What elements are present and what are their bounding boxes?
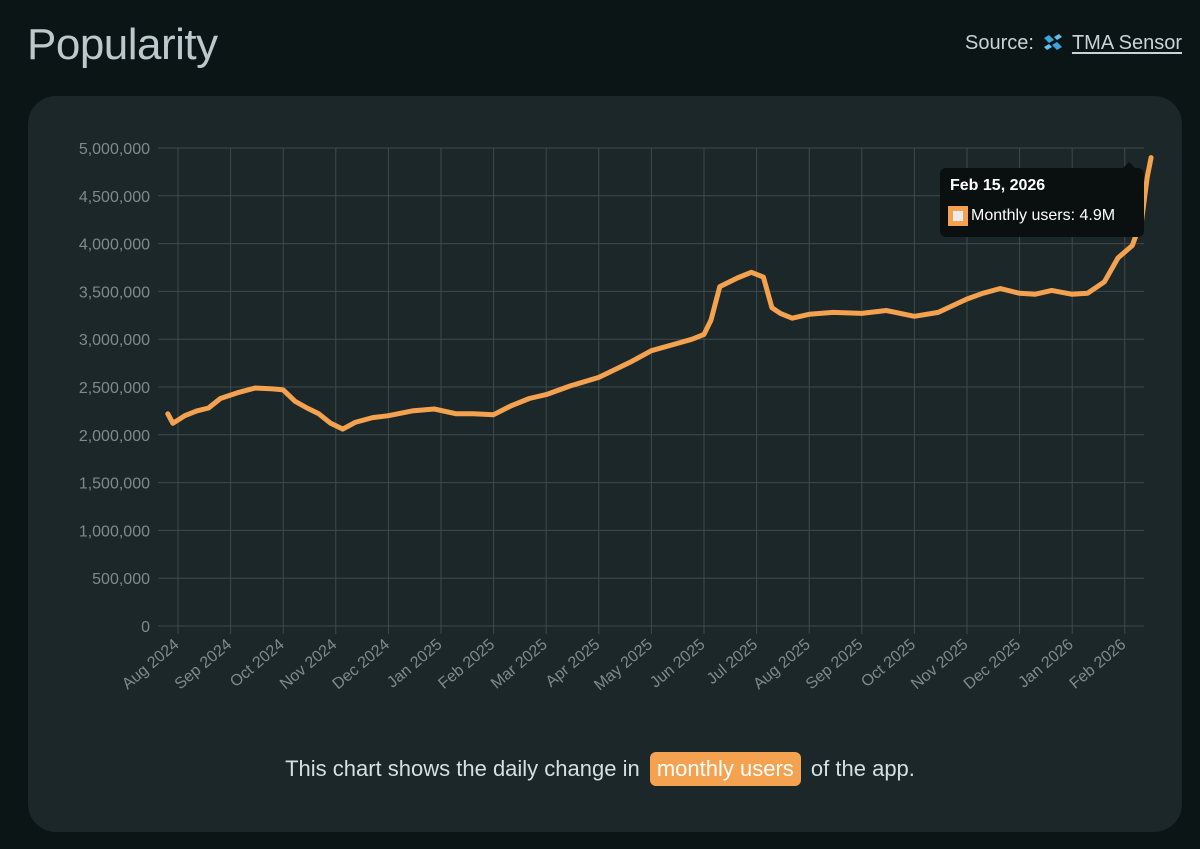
y-tick-label: 0 [141,619,150,636]
y-tick-label: 1,000,000 [79,523,150,540]
y-tick-label: 2,500,000 [79,380,150,397]
tma-sensor-logo-icon [1042,33,1064,55]
series-line-monthly-users[interactable] [165,155,1154,432]
tooltip-row: Monthly users: 4.9M [948,206,1115,226]
x-tick-label: Jan 2026 [1015,636,1076,691]
x-tick-label: Feb 2025 [435,636,498,693]
source-link[interactable]: TMA Sensor [1071,32,1182,54]
x-tick-label: Jun 2025 [647,636,708,691]
x-tick-label: Nov 2024 [277,636,340,693]
x-tick-label: Sep 2025 [803,636,866,693]
y-tick-label: 3,000,000 [79,332,150,349]
y-tick-label: 1,500,000 [79,476,150,493]
y-tick-label: 3,500,000 [79,284,150,301]
x-tick-label: May 2025 [591,636,656,694]
tooltip-arrow [1122,162,1136,169]
x-tick-label: Dec 2024 [330,636,393,693]
x-tick-label: Aug 2024 [119,636,182,693]
x-tick-label: Feb 2026 [1067,636,1130,693]
source-attribution: Source: TMA Sensor [965,32,1182,55]
page-title: Popularity [27,20,218,69]
tooltip-date: Feb 15, 2026 [950,177,1046,194]
y-tick-label: 500,000 [92,571,150,588]
source-prefix: Source: [965,32,1034,54]
series-color-swatch [948,206,968,226]
x-tick-label: Sep 2024 [172,636,235,693]
caption-after: of the app. [810,756,915,781]
y-tick-label: 4,500,000 [79,189,150,206]
y-tick-label: 4,000,000 [79,237,150,254]
caption-highlight: monthly users [649,752,801,786]
x-tick-label: Aug 2025 [750,636,813,693]
chart-tooltip: Feb 15, 2026 Monthly users: 4.9M [940,168,1144,237]
x-tick-label: Jan 2025 [384,636,445,691]
x-tick-label: Mar 2025 [488,636,551,693]
chart-caption: This chart shows the daily change in mon… [0,752,1200,786]
y-tick-label: 2,000,000 [79,428,150,445]
x-tick-label: Nov 2025 [908,636,971,693]
caption-before: This chart shows the daily change in [285,756,640,781]
tooltip-value: Monthly users: 4.9M [971,207,1116,224]
y-tick-label: 5,000,000 [79,141,150,158]
x-tick-label: Dec 2025 [961,636,1024,693]
